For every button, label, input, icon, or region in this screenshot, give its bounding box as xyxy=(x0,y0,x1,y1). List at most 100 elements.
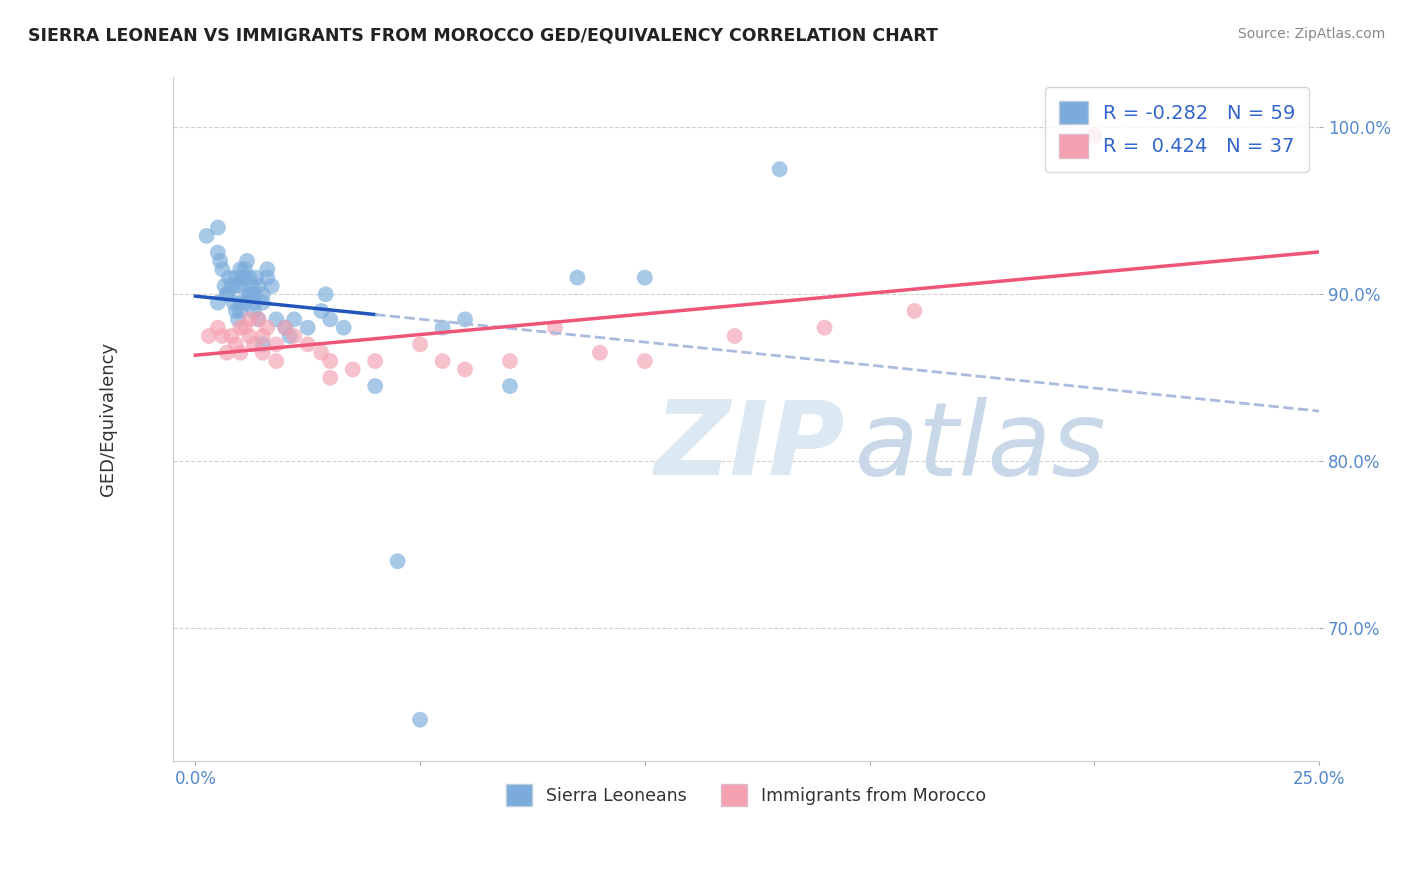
Point xyxy=(243,304,266,318)
Point xyxy=(252,329,274,343)
Point xyxy=(1083,128,1105,143)
Point xyxy=(364,354,387,368)
Point xyxy=(274,320,297,334)
Point xyxy=(724,329,747,343)
Point xyxy=(252,287,274,301)
Point xyxy=(252,295,274,310)
Point xyxy=(387,554,409,568)
Point xyxy=(229,262,252,277)
Point xyxy=(232,270,254,285)
Point xyxy=(432,320,454,334)
Point xyxy=(499,379,522,393)
Point xyxy=(342,362,364,376)
Point xyxy=(256,320,278,334)
Point xyxy=(218,270,240,285)
Point xyxy=(221,279,243,293)
Text: Source: ZipAtlas.com: Source: ZipAtlas.com xyxy=(1237,27,1385,41)
Point xyxy=(297,320,319,334)
Point xyxy=(256,262,278,277)
Point xyxy=(499,354,522,368)
Point xyxy=(226,312,249,326)
Point xyxy=(409,337,432,351)
Point xyxy=(198,329,221,343)
Point xyxy=(243,337,266,351)
Point xyxy=(243,287,266,301)
Point xyxy=(544,320,567,334)
Point xyxy=(319,312,342,326)
Point xyxy=(229,345,252,359)
Point xyxy=(769,162,792,177)
Point xyxy=(221,329,243,343)
Point xyxy=(233,262,256,277)
Point xyxy=(207,245,229,260)
Point xyxy=(233,320,256,334)
Point xyxy=(256,270,278,285)
Point xyxy=(252,345,274,359)
Point xyxy=(247,279,270,293)
Point xyxy=(209,254,232,268)
Point xyxy=(315,287,337,301)
Point xyxy=(238,270,260,285)
Text: ZIP: ZIP xyxy=(654,396,845,498)
Point xyxy=(236,254,259,268)
Point xyxy=(229,279,252,293)
Point xyxy=(238,287,260,301)
Point xyxy=(634,354,657,368)
Point xyxy=(364,379,387,393)
Legend: Sierra Leoneans, Immigrants from Morocco: Sierra Leoneans, Immigrants from Morocco xyxy=(498,776,995,814)
Point xyxy=(247,312,270,326)
Point xyxy=(207,295,229,310)
Point xyxy=(278,329,301,343)
Point xyxy=(207,220,229,235)
Point xyxy=(215,345,238,359)
Point xyxy=(240,279,263,293)
Point xyxy=(215,287,238,301)
Point xyxy=(225,337,247,351)
Point xyxy=(283,329,305,343)
Point xyxy=(233,295,256,310)
Point xyxy=(238,287,260,301)
Point xyxy=(454,362,477,376)
Point xyxy=(238,312,260,326)
Point xyxy=(225,270,247,285)
Point xyxy=(634,270,657,285)
Point xyxy=(222,295,245,310)
Point xyxy=(243,295,266,310)
Point xyxy=(454,312,477,326)
Point xyxy=(229,304,252,318)
Text: atlas: atlas xyxy=(855,397,1107,497)
Point xyxy=(233,270,256,285)
Point xyxy=(903,304,925,318)
Point xyxy=(252,337,274,351)
Point xyxy=(207,320,229,334)
Point xyxy=(229,295,252,310)
Point xyxy=(319,354,342,368)
Point xyxy=(567,270,589,285)
Point xyxy=(215,287,238,301)
Point xyxy=(409,713,432,727)
Point xyxy=(214,279,236,293)
Point xyxy=(211,262,233,277)
Point xyxy=(245,270,267,285)
Point xyxy=(195,228,218,243)
Point xyxy=(225,304,247,318)
Point xyxy=(260,279,283,293)
Point xyxy=(297,337,319,351)
Point xyxy=(319,370,342,384)
Point xyxy=(266,354,288,368)
Point xyxy=(589,345,612,359)
Point xyxy=(813,320,835,334)
Point xyxy=(274,320,297,334)
Point xyxy=(309,345,332,359)
Point xyxy=(332,320,354,334)
Point xyxy=(211,329,233,343)
Point xyxy=(283,312,305,326)
Y-axis label: GED/Equivalency: GED/Equivalency xyxy=(100,343,117,497)
Point xyxy=(225,279,247,293)
Point xyxy=(247,312,270,326)
Text: SIERRA LEONEAN VS IMMIGRANTS FROM MOROCCO GED/EQUIVALENCY CORRELATION CHART: SIERRA LEONEAN VS IMMIGRANTS FROM MOROCC… xyxy=(28,27,938,45)
Point xyxy=(432,354,454,368)
Point xyxy=(238,329,260,343)
Point xyxy=(229,320,252,334)
Point xyxy=(266,337,288,351)
